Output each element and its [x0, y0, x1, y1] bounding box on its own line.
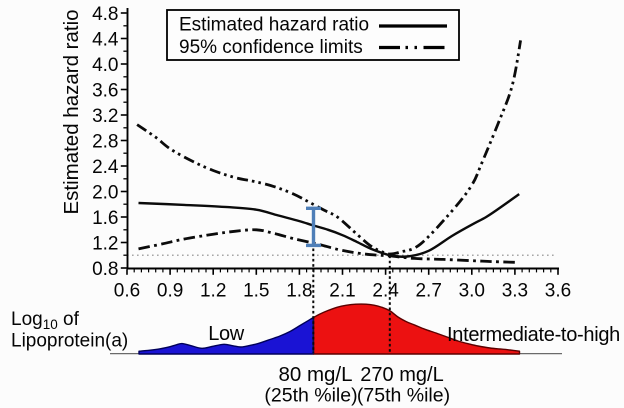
- svg-text:95% confidence limits: 95% confidence limits: [179, 37, 363, 58]
- svg-text:270 mg/L: 270 mg/L: [360, 364, 443, 386]
- svg-text:80 mg/L: 80 mg/L: [278, 363, 352, 386]
- svg-text:Low: Low: [208, 323, 244, 345]
- svg-text:(25th %ile): (25th %ile): [264, 385, 357, 407]
- svg-text:3.0: 3.0: [459, 281, 485, 302]
- svg-text:1.2: 1.2: [92, 233, 118, 254]
- svg-text:1.5: 1.5: [243, 281, 269, 302]
- svg-text:1.2: 1.2: [200, 281, 226, 302]
- svg-text:3.2: 3.2: [92, 106, 118, 127]
- svg-text:Log10 of: Log10 of: [11, 309, 80, 332]
- svg-text:1.8: 1.8: [286, 281, 312, 302]
- svg-text:0.8: 0.8: [92, 259, 118, 280]
- svg-text:Intermediate-to-high: Intermediate-to-high: [447, 324, 620, 346]
- svg-text:Estimated hazard ratio: Estimated hazard ratio: [179, 15, 369, 36]
- svg-text:1.6: 1.6: [92, 208, 118, 229]
- svg-text:(75th %ile): (75th %ile): [357, 385, 450, 407]
- svg-text:2.1: 2.1: [329, 281, 355, 302]
- svg-text:Estimated hazard ratio: Estimated hazard ratio: [60, 9, 83, 214]
- svg-text:Lipoprotein(a): Lipoprotein(a): [11, 331, 128, 352]
- svg-text:2.8: 2.8: [92, 131, 118, 152]
- svg-text:2.4: 2.4: [372, 281, 399, 302]
- svg-text:0.9: 0.9: [157, 281, 183, 302]
- svg-text:3.6: 3.6: [545, 281, 571, 302]
- svg-text:2.0: 2.0: [92, 182, 118, 203]
- svg-text:4.4: 4.4: [92, 29, 119, 50]
- svg-text:4.8: 4.8: [92, 4, 118, 25]
- svg-text:3.3: 3.3: [502, 281, 528, 302]
- svg-text:2.4: 2.4: [92, 157, 119, 178]
- svg-text:3.6: 3.6: [92, 80, 118, 101]
- svg-text:4.0: 4.0: [92, 55, 118, 76]
- svg-text:2.7: 2.7: [415, 281, 441, 302]
- svg-text:0.6: 0.6: [114, 281, 140, 302]
